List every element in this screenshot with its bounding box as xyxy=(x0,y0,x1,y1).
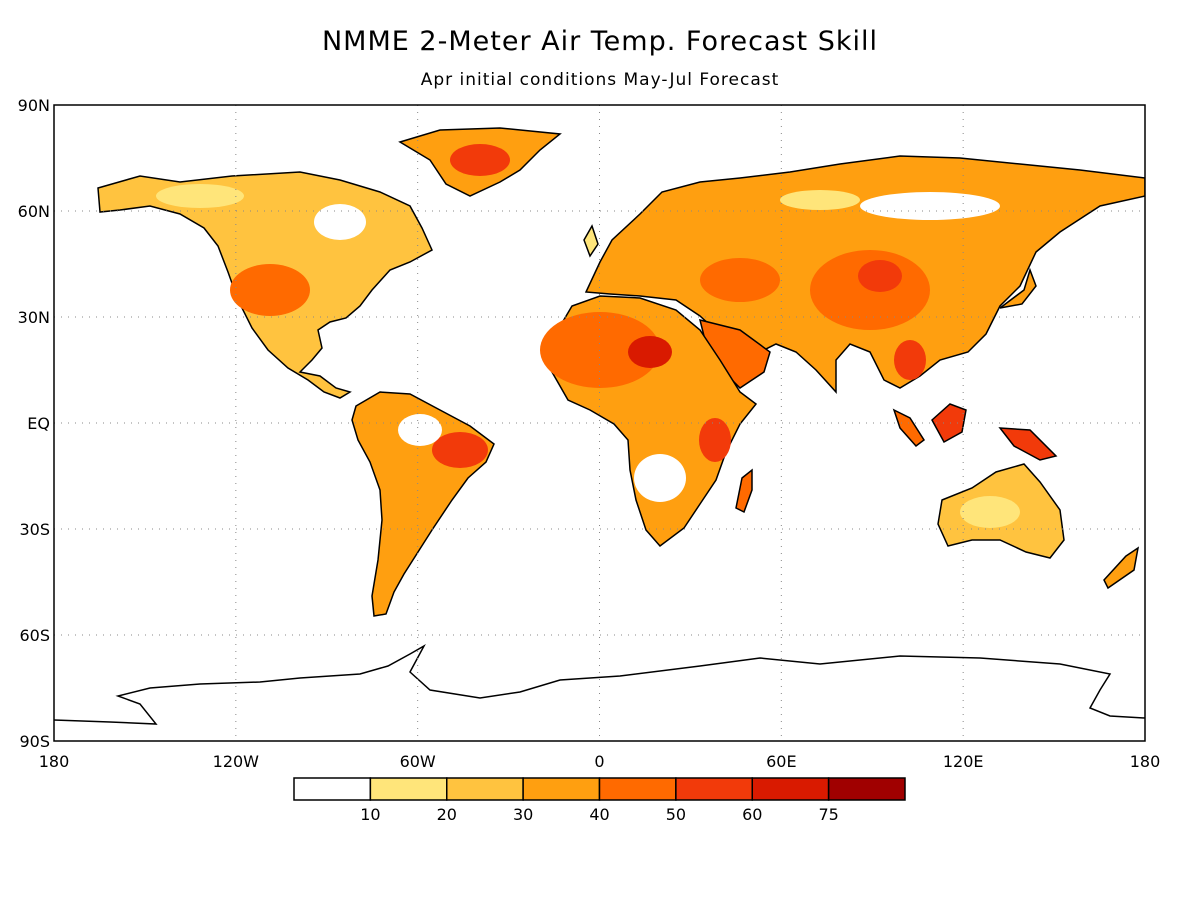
colorbar: 10 20 30 40 50 60 75 xyxy=(293,777,906,824)
lon-axis-labels: 180 120W 60W 0 60E 120E 180 xyxy=(39,752,1161,771)
colorbar-swatch xyxy=(369,777,448,801)
plot-frame xyxy=(53,104,1146,742)
lat-tick-label: 60S xyxy=(19,626,50,645)
chart-title: NMME 2-Meter Air Temp. Forecast Skill xyxy=(321,26,879,57)
colorbar-label: 10 xyxy=(360,805,380,824)
lat-tick-label: 30S xyxy=(19,520,50,539)
lon-tick-label: 180 xyxy=(1130,752,1161,771)
japan xyxy=(999,267,1037,309)
colorbar-swatch xyxy=(522,777,601,801)
colorbar-label: 30 xyxy=(513,805,533,824)
colorbar-swatch xyxy=(827,777,906,801)
lon-tick-label: 0 xyxy=(594,752,604,771)
borneo xyxy=(931,403,967,444)
lat-tick-label: 90S xyxy=(19,732,50,751)
colorbar-swatch xyxy=(751,777,830,801)
colorbar-label: 40 xyxy=(589,805,609,824)
lon-tick-label: 180 xyxy=(39,752,70,771)
lon-tick-label: 60W xyxy=(400,752,436,771)
lat-tick-label: 90N xyxy=(18,96,50,115)
madagascar xyxy=(735,468,753,514)
colorbar-swatch xyxy=(598,777,677,801)
colorbar-swatch xyxy=(293,777,372,801)
lon-tick-label: 120W xyxy=(213,752,260,771)
lat-tick-label: 30N xyxy=(18,308,50,327)
colorbar-label: 20 xyxy=(437,805,457,824)
lat-tick-label: 60N xyxy=(18,202,50,221)
colorbar-swatch xyxy=(446,777,524,801)
chart-subtitle: Apr initial conditions May-Jul Forecast xyxy=(420,70,780,90)
colorbar-label: 50 xyxy=(666,805,686,824)
colorbar-swatch xyxy=(675,777,753,801)
great-britain xyxy=(583,224,599,258)
sumatra xyxy=(892,408,926,448)
new-guinea xyxy=(998,427,1058,461)
lat-axis-labels: 90N 60N 30N EQ 30S 60S 90S xyxy=(18,96,50,751)
low-skill-patches xyxy=(156,184,1020,528)
lon-tick-label: 120E xyxy=(943,752,984,771)
antarctica-coastline xyxy=(54,644,1145,725)
lon-tick-label: 60E xyxy=(766,752,796,771)
colorbar-label: 75 xyxy=(818,805,838,824)
colorbar-label: 60 xyxy=(742,805,762,824)
new-zealand xyxy=(1103,546,1140,590)
lat-tick-label: EQ xyxy=(27,414,50,433)
graticule xyxy=(54,105,1145,741)
